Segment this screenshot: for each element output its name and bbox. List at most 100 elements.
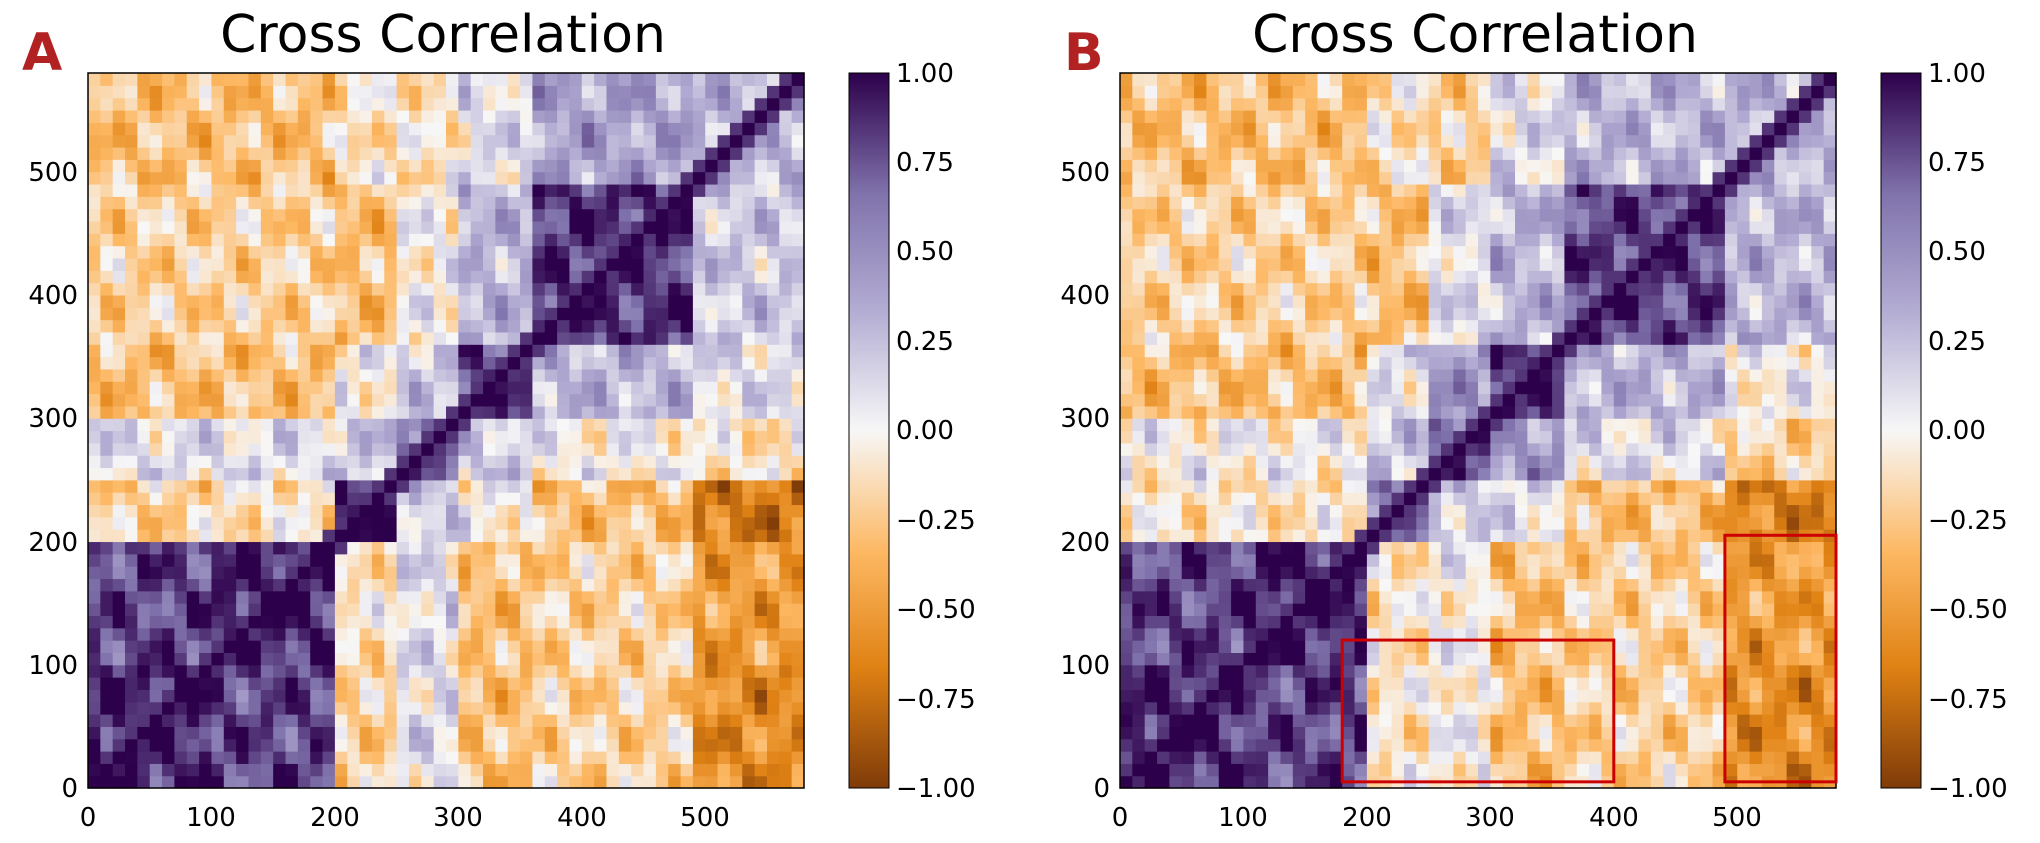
heatmap-cell bbox=[507, 553, 521, 567]
heatmap-cell bbox=[1428, 307, 1442, 321]
heatmap-cell bbox=[223, 763, 237, 777]
heatmap-cell bbox=[260, 73, 274, 86]
heatmap-cell bbox=[1243, 381, 1257, 395]
heatmap-cell bbox=[1157, 356, 1170, 370]
heatmap-cell bbox=[1218, 282, 1232, 296]
heatmap-cell bbox=[223, 208, 237, 222]
heatmap-cell bbox=[1157, 282, 1170, 296]
heatmap-cell bbox=[1379, 492, 1393, 506]
heatmap-cell bbox=[1157, 763, 1170, 777]
heatmap-cell bbox=[1255, 467, 1269, 481]
heatmap-cell bbox=[1366, 73, 1380, 86]
heatmap-cell bbox=[1231, 603, 1245, 617]
heatmap-cell bbox=[643, 220, 657, 234]
heatmap-cell bbox=[359, 159, 373, 173]
heatmap-cell bbox=[1354, 714, 1368, 727]
heatmap-cell bbox=[1280, 529, 1294, 543]
heatmap-cell bbox=[100, 553, 114, 567]
heatmap-cell bbox=[1268, 368, 1282, 382]
heatmap-cell bbox=[631, 529, 645, 543]
heatmap-cell bbox=[544, 183, 558, 197]
heatmap-cell bbox=[1292, 714, 1306, 727]
heatmap-cell bbox=[729, 615, 743, 629]
heatmap-cell bbox=[1231, 442, 1245, 456]
heatmap-cell bbox=[1403, 245, 1417, 259]
heatmap-cell bbox=[581, 146, 595, 160]
heatmap-cell bbox=[112, 344, 126, 358]
heatmap-cell bbox=[285, 109, 299, 123]
heatmap-cell bbox=[1144, 714, 1158, 727]
heatmap-cell bbox=[236, 257, 250, 271]
heatmap-cell bbox=[1366, 615, 1380, 629]
heatmap-cell bbox=[458, 344, 472, 358]
heatmap-cell bbox=[100, 73, 114, 86]
heatmap-cell bbox=[1403, 368, 1417, 382]
heatmap-cell bbox=[384, 492, 398, 506]
heatmap-cell bbox=[1403, 257, 1417, 271]
heatmap-cell bbox=[618, 640, 632, 653]
heatmap-cell bbox=[1169, 245, 1183, 259]
heatmap-cell bbox=[223, 578, 237, 592]
heatmap-cell bbox=[569, 134, 583, 148]
heatmap-cell bbox=[88, 159, 101, 173]
heatmap-cell bbox=[754, 171, 768, 185]
heatmap-cell bbox=[137, 455, 151, 469]
heatmap-cell bbox=[618, 763, 632, 777]
heatmap-cell bbox=[557, 763, 571, 777]
heatmap-cell bbox=[446, 146, 459, 160]
heatmap-cell bbox=[310, 245, 324, 259]
heatmap-cell bbox=[470, 479, 484, 493]
heatmap-cell bbox=[408, 356, 422, 370]
heatmap-cell bbox=[1280, 257, 1294, 271]
heatmap-cell bbox=[310, 122, 324, 136]
heatmap-cell bbox=[359, 775, 373, 789]
heatmap-cell bbox=[1366, 344, 1380, 358]
heatmap-cell bbox=[162, 430, 176, 444]
heatmap-cell bbox=[1428, 751, 1442, 764]
heatmap-cell bbox=[421, 664, 435, 678]
heatmap-cell bbox=[112, 738, 126, 752]
heatmap-cell bbox=[359, 109, 373, 123]
heatmap-cell bbox=[766, 566, 780, 580]
heatmap-cell bbox=[199, 233, 213, 247]
heatmap-cell bbox=[655, 368, 669, 382]
heatmap-cell bbox=[520, 664, 534, 678]
heatmap-cell bbox=[1280, 159, 1294, 173]
heatmap-cell bbox=[1440, 146, 1454, 160]
heatmap-cell bbox=[779, 578, 793, 592]
heatmap-cell bbox=[680, 467, 694, 481]
heatmap-cell bbox=[1218, 541, 1232, 555]
heatmap-cell bbox=[1416, 541, 1430, 555]
heatmap-cell bbox=[100, 183, 114, 197]
heatmap-cell bbox=[655, 664, 669, 678]
heatmap-cell bbox=[1292, 701, 1306, 715]
heatmap-cell bbox=[791, 418, 805, 432]
heatmap-cell bbox=[458, 578, 472, 592]
heatmap-cell bbox=[779, 714, 793, 727]
heatmap-cell bbox=[729, 331, 743, 345]
heatmap-cell bbox=[322, 85, 336, 99]
heatmap-cell bbox=[544, 282, 558, 296]
heatmap-cell bbox=[125, 677, 138, 690]
panel-a-xtick-label: 400 bbox=[557, 803, 607, 833]
heatmap-cell bbox=[458, 307, 472, 321]
heatmap-cell bbox=[1157, 307, 1170, 321]
heatmap-cell bbox=[1206, 134, 1220, 148]
heatmap-cell bbox=[1194, 344, 1208, 358]
heatmap-cell bbox=[569, 763, 583, 777]
heatmap-cell bbox=[557, 430, 571, 444]
heatmap-cell bbox=[1354, 763, 1368, 777]
heatmap-cell bbox=[297, 109, 311, 123]
heatmap-cell bbox=[260, 368, 274, 382]
heatmap-cell bbox=[631, 257, 645, 271]
heatmap-cell bbox=[334, 134, 348, 148]
heatmap-cell bbox=[260, 479, 274, 493]
heatmap-cell bbox=[1169, 171, 1183, 185]
heatmap-cell bbox=[1403, 492, 1417, 506]
heatmap-cell bbox=[1268, 566, 1282, 580]
heatmap-cell bbox=[174, 479, 188, 493]
heatmap-cell bbox=[766, 393, 780, 407]
heatmap-cell bbox=[1416, 726, 1430, 740]
heatmap-cell bbox=[1144, 97, 1158, 111]
heatmap-cell bbox=[1169, 294, 1183, 308]
